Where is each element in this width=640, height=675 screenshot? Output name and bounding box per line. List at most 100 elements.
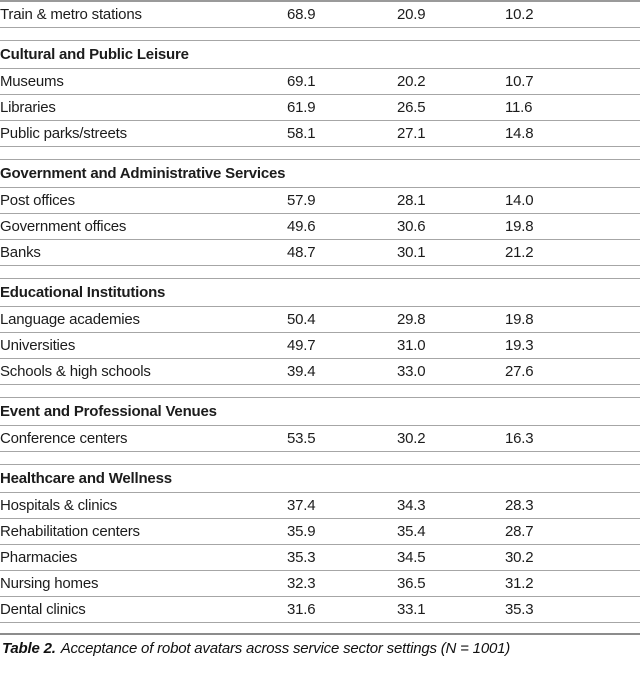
row-label: Dental clinics: [0, 596, 287, 623]
value-cell: 35.4: [397, 518, 505, 545]
value-cell: 57.9: [287, 187, 397, 214]
value-cell: [287, 278, 397, 307]
table-row: Dental clinics 31.6 33.1 35.3: [0, 596, 640, 623]
value-cell: 49.7: [287, 332, 397, 359]
row-label: Museums: [0, 68, 287, 95]
table-row: Schools & high schools 39.4 33.0 27.6: [0, 358, 640, 385]
acceptance-table: Train & metro stations 68.9 20.9 10.2 Cultur…: [0, 0, 640, 635]
table-row: Banks 48.7 30.1 21.2: [0, 239, 640, 266]
section-header: Cultural and Public Leisure: [0, 40, 287, 69]
section-row: Cultural and Public Leisure: [0, 40, 640, 69]
section-header: Government and Administrative Services: [0, 159, 287, 188]
value-cell: 68.9: [287, 1, 397, 28]
row-label: Conference centers: [0, 425, 287, 452]
value-cell: [397, 397, 505, 426]
value-cell: 35.9: [287, 518, 397, 545]
value-cell: 35.3: [287, 544, 397, 571]
value-cell: 33.0: [397, 358, 505, 385]
table-row: Pharmacies 35.3 34.5 30.2: [0, 544, 640, 571]
row-label: Libraries: [0, 94, 287, 121]
value-cell: 21.2: [505, 239, 640, 266]
spacer-cell: [0, 451, 640, 465]
table-row: Rehabilitation centers 35.9 35.4 28.7: [0, 518, 640, 545]
value-cell: 30.2: [505, 544, 640, 571]
caption-text: Acceptance of robot avatars across servi…: [60, 640, 511, 657]
spacer-row: [0, 384, 640, 398]
row-label: Government offices: [0, 213, 287, 240]
value-cell: 30.6: [397, 213, 505, 240]
value-cell: 19.8: [505, 306, 640, 333]
value-cell: 48.7: [287, 239, 397, 266]
table-row: Conference centers 53.5 30.2 16.3: [0, 425, 640, 452]
spacer-cell: [0, 27, 640, 41]
value-cell: [287, 464, 397, 493]
caption-label: Table 2.: [2, 640, 56, 657]
row-label: Universities: [0, 332, 287, 359]
value-cell: [287, 397, 397, 426]
value-cell: 50.4: [287, 306, 397, 333]
spacer-row: [0, 622, 640, 635]
section-row: Event and Professional Venues: [0, 397, 640, 426]
value-cell: [505, 159, 640, 188]
value-cell: 14.8: [505, 120, 640, 147]
value-cell: 39.4: [287, 358, 397, 385]
spacer-row: [0, 265, 640, 279]
row-label: Pharmacies: [0, 544, 287, 571]
value-cell: 19.3: [505, 332, 640, 359]
table-row: Universities 49.7 31.0 19.3: [0, 332, 640, 359]
value-cell: 30.1: [397, 239, 505, 266]
row-label: Nursing homes: [0, 570, 287, 597]
value-cell: [397, 278, 505, 307]
value-cell: [505, 278, 640, 307]
spacer-row: [0, 27, 640, 41]
spacer-cell: [0, 146, 640, 160]
value-cell: 11.6: [505, 94, 640, 121]
table-row: Train & metro stations 68.9 20.9 10.2: [0, 1, 640, 28]
section-header: Event and Professional Venues: [0, 397, 287, 426]
table-row: Language academies 50.4 29.8 19.8: [0, 306, 640, 333]
row-label: Post offices: [0, 187, 287, 214]
value-cell: 28.3: [505, 492, 640, 519]
value-cell: 10.7: [505, 68, 640, 95]
row-label: Public parks/streets: [0, 120, 287, 147]
value-cell: 49.6: [287, 213, 397, 240]
table-row: Government offices 49.6 30.6 19.8: [0, 213, 640, 240]
spacer-row: [0, 146, 640, 160]
table-row: Hospitals & clinics 37.4 34.3 28.3: [0, 492, 640, 519]
value-cell: 36.5: [397, 570, 505, 597]
value-cell: 28.7: [505, 518, 640, 545]
value-cell: 16.3: [505, 425, 640, 452]
row-label: Hospitals & clinics: [0, 492, 287, 519]
row-label: Language academies: [0, 306, 287, 333]
value-cell: [505, 464, 640, 493]
value-cell: 28.1: [397, 187, 505, 214]
row-label: Schools & high schools: [0, 358, 287, 385]
table-row: Libraries 61.9 26.5 11.6: [0, 94, 640, 121]
value-cell: [505, 397, 640, 426]
value-cell: [397, 464, 505, 493]
value-cell: 27.6: [505, 358, 640, 385]
value-cell: 34.5: [397, 544, 505, 571]
value-cell: [287, 40, 397, 69]
table-row: Nursing homes 32.3 36.5 31.2: [0, 570, 640, 597]
section-header: Healthcare and Wellness: [0, 464, 287, 493]
section-row: Government and Administrative Services: [0, 159, 640, 188]
value-cell: [505, 40, 640, 69]
section-row: Educational Institutions: [0, 278, 640, 307]
value-cell: 33.1: [397, 596, 505, 623]
value-cell: 61.9: [287, 94, 397, 121]
value-cell: 37.4: [287, 492, 397, 519]
spacer-row: [0, 451, 640, 465]
value-cell: 34.3: [397, 492, 505, 519]
value-cell: 29.8: [397, 306, 505, 333]
value-cell: 53.5: [287, 425, 397, 452]
table-caption: Table 2. Acceptance of robot avatars acro…: [0, 635, 640, 657]
value-cell: 14.0: [505, 187, 640, 214]
table-row: Museums 69.1 20.2 10.7: [0, 68, 640, 95]
value-cell: 31.0: [397, 332, 505, 359]
value-cell: [397, 40, 505, 69]
value-cell: 20.9: [397, 1, 505, 28]
value-cell: 30.2: [397, 425, 505, 452]
value-cell: [397, 159, 505, 188]
